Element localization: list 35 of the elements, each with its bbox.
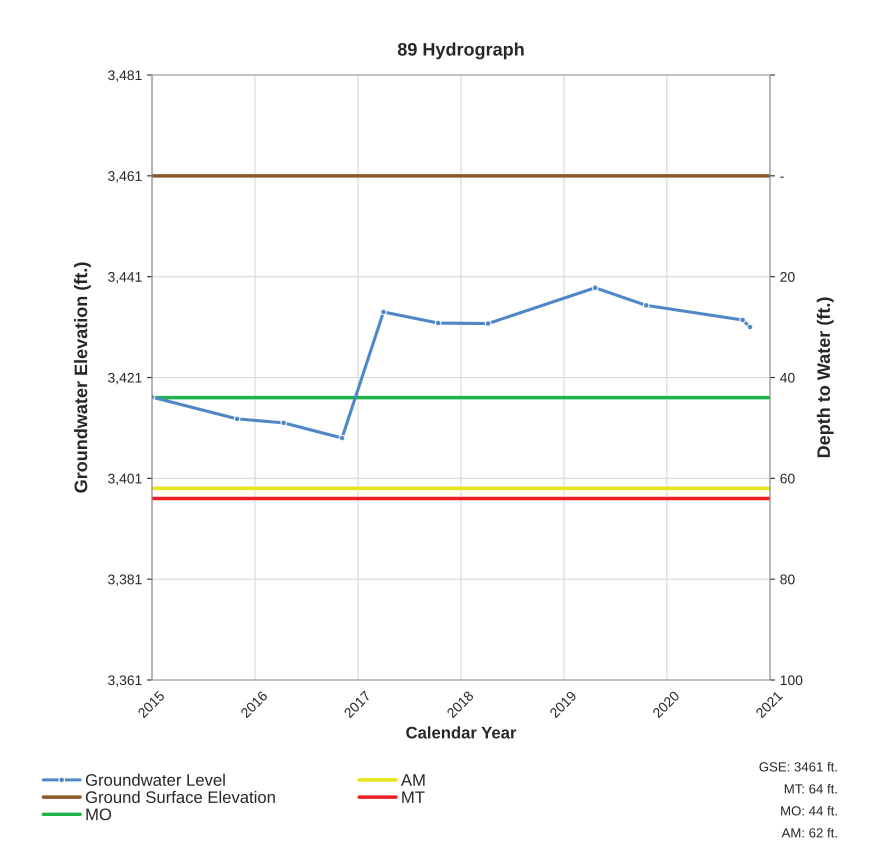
text: GSE: 3461 ft. [759, 762, 837, 772]
y-tick-label: 3,401 [108, 474, 142, 486]
y2-tick-label: 20 [780, 272, 795, 282]
text: MO: 44 ft. [781, 806, 837, 816]
y2-tick-label: - [780, 176, 784, 178]
point [380, 308, 387, 316]
y2-tick-label: 60 [780, 474, 795, 484]
point [746, 324, 754, 330]
point [234, 416, 240, 422]
y-tick-label: 3,481 [108, 70, 142, 82]
y-axis-title: Groundwater Elevation (ft.) [74, 262, 91, 493]
legend-label: MT [402, 791, 425, 803]
point [642, 302, 650, 309]
chart-title: 89 Hydrograph [398, 42, 524, 60]
x-axis-title: Calendar Year [406, 726, 516, 739]
point [338, 434, 346, 442]
y2-axis-title: Depth to Water (ft.) [816, 297, 834, 458]
y2-tick-label: 80 [780, 574, 795, 584]
text: MT: 64 ft. [784, 784, 837, 794]
legend-label: MO [86, 808, 112, 820]
point [739, 316, 746, 324]
legend-label: AM [400, 774, 425, 786]
y-tick-label: 3,381 [108, 574, 142, 586]
text: AM: 62 ft. [782, 828, 837, 838]
point [484, 320, 492, 327]
legend-label: Groundwater Level [86, 774, 225, 786]
y-tick-label: 3,461 [108, 171, 142, 183]
y2-tick-label: 100 [780, 675, 802, 686]
point [280, 420, 287, 426]
y-tick-label: 3,361 [108, 675, 142, 687]
y-tick-label: 3,441 [108, 272, 142, 284]
point [434, 320, 442, 326]
legend-label: Ground Surface Elevation [86, 790, 275, 804]
y2-tick-label: 40 [780, 372, 795, 383]
y-tick-label: 3,421 [108, 372, 142, 384]
